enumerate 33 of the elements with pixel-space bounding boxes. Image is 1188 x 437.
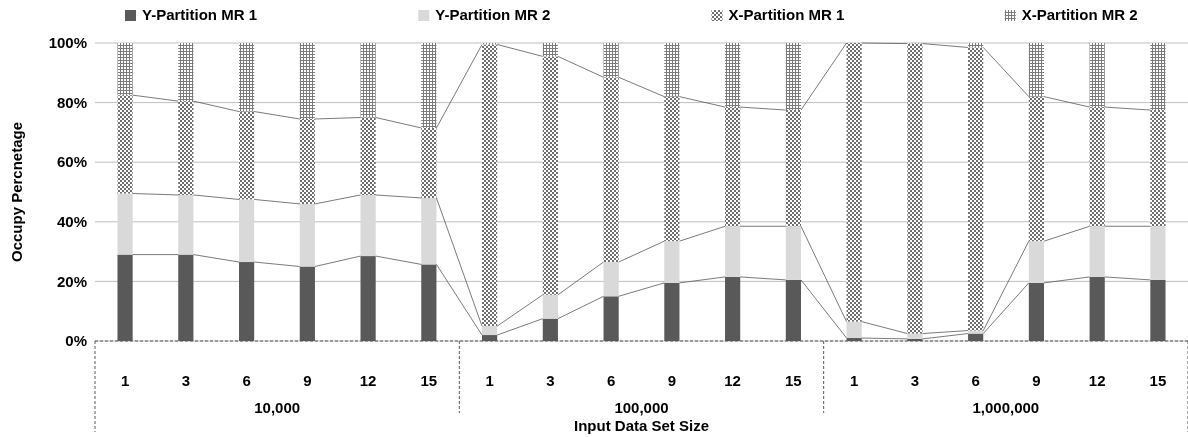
x-tick-label: 15 <box>420 372 438 389</box>
legend-label: Y-Partition MR 1 <box>142 6 258 23</box>
x-tick-label: 1 <box>849 372 859 389</box>
text: 10,000 <box>254 399 301 416</box>
y-tick-label: 0% <box>65 332 87 350</box>
x-tick-label: 1 <box>120 372 130 389</box>
legend-label: X-Partition MR 2 <box>1021 6 1138 23</box>
x-tick-label: 6 <box>606 372 616 389</box>
y-tick-label: 20% <box>56 272 87 290</box>
x-tick-label: 12 <box>1088 372 1106 389</box>
text: 1,000,000 <box>972 399 1040 416</box>
y-tick-label: 100% <box>48 34 87 52</box>
y-axis-title: Occupy Percnetage <box>8 121 25 263</box>
legend-label: X-Partition MR 1 <box>728 6 845 23</box>
x-tick-label: 9 <box>303 372 312 389</box>
x-tick-label: 1 <box>485 372 494 389</box>
text: 100,000 <box>614 399 669 416</box>
x-tick-label: 6 <box>971 372 980 389</box>
x-tick-label: 3 <box>181 372 190 389</box>
x-tick-label: 6 <box>242 372 251 389</box>
y-tick-label: 60% <box>56 153 87 171</box>
y-tick-label: 80% <box>56 93 87 111</box>
x-tick-label: 12 <box>724 372 741 389</box>
x-axis-title: Input Data Set Size <box>573 417 710 434</box>
x-tick-label: 3 <box>910 372 920 389</box>
y-tick-label: 40% <box>56 213 87 231</box>
x-tick-label: 9 <box>1032 372 1041 389</box>
x-tick-label: 12 <box>359 372 377 389</box>
x-tick-label: 15 <box>785 372 802 389</box>
x-tick-label: 9 <box>667 372 677 389</box>
x-tick-label: 3 <box>546 372 555 389</box>
legend-label: Y-Partition MR 2 <box>435 6 551 23</box>
x-tick-label: 15 <box>1149 372 1167 389</box>
